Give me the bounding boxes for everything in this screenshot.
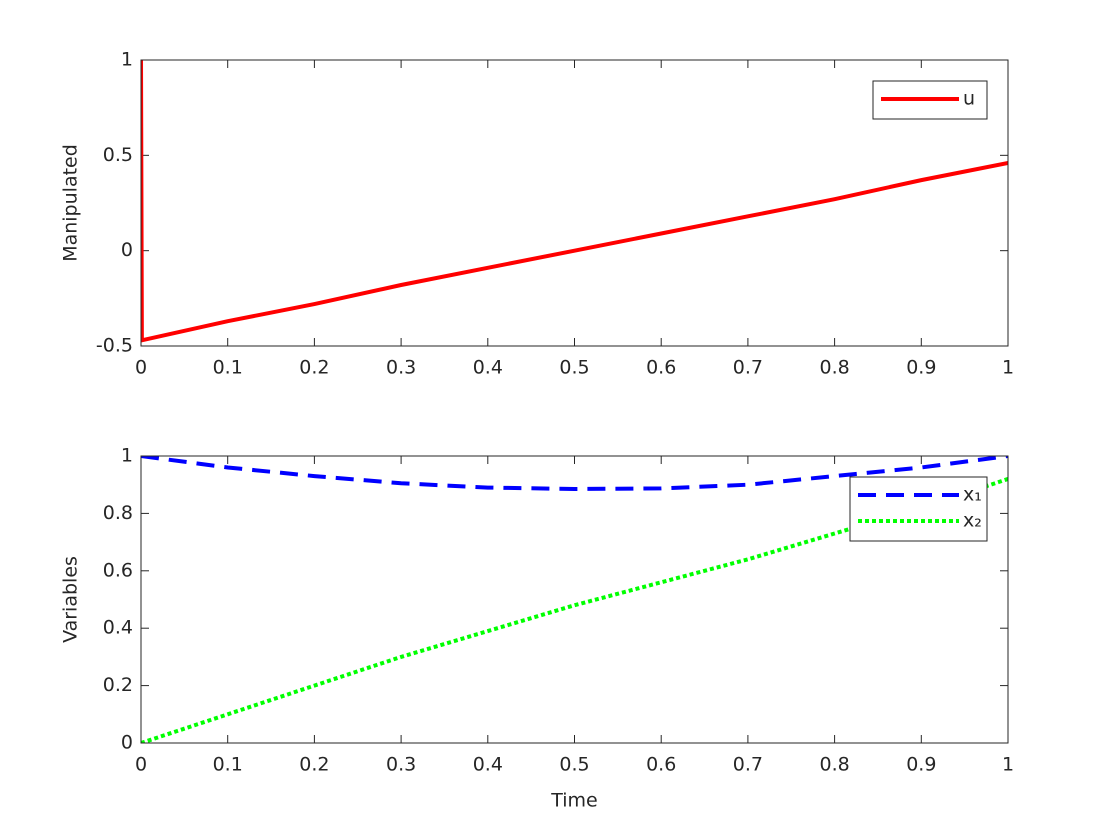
x-tick-label: 1 — [1002, 754, 1014, 776]
x-tick-label: 0.5 — [559, 754, 589, 776]
axes: 0 0.1 0.2 0.3 0.4 0.5 0.6 0.7 0.8 0.9 1-0.500.51Ma… — [60, 49, 1015, 379]
y-tick-label: 0.6 — [103, 559, 133, 581]
axes: 0 0.1 0.2 0.3 0.4 0.5 0.6 0.7 0.8 0.9 1 0 0.2 0.4 0.6 0… — [60, 445, 1015, 812]
legend: x₁ x₂ — [849, 476, 988, 542]
x-tick-label: 1 — [1002, 357, 1014, 379]
y-tick-label: 1 — [121, 445, 133, 467]
x-tick-label: 0.9 — [906, 357, 936, 379]
y-tick-label: 0.4 — [103, 617, 133, 639]
x-tick-label: 0.6 — [646, 754, 676, 776]
x-tick-label: 0.2 — [299, 754, 329, 776]
x-tick-label: 0.7 — [733, 357, 763, 379]
x-tick-label: 0.3 — [386, 754, 416, 776]
x-tick-label: 0.9 — [906, 754, 936, 776]
y-axis-label: Variables — [60, 556, 82, 643]
x-tick-label: 0.6 — [646, 357, 676, 379]
y-tick-label: 0.8 — [103, 502, 133, 524]
legend-box — [849, 476, 988, 542]
x-tick-label: 0 — [135, 357, 147, 379]
axes-box — [140, 455, 1009, 744]
x-tick-label: 0.2 — [299, 357, 329, 379]
y-tick-label: 0 — [121, 732, 133, 754]
x-tick-label: 0.8 — [819, 754, 849, 776]
x-tick-label: 0.3 — [386, 357, 416, 379]
x-tick-label: 0.1 — [213, 357, 243, 379]
y-tick-label: 0.2 — [103, 674, 133, 696]
x-tick-label: 0.4 — [473, 754, 503, 776]
x-tick-label: 0.5 — [559, 357, 589, 379]
line-series — [141, 60, 1008, 343]
legend-label: x₂ — [963, 510, 982, 532]
legend-label: u — [963, 88, 975, 110]
y-axis-label: Manipulated — [60, 144, 82, 262]
y-tick-label: 0 — [121, 239, 133, 261]
x-tick-label: 0.1 — [213, 754, 243, 776]
x-tick-label: 0.7 — [733, 754, 763, 776]
y-tick-label: 1 — [121, 49, 133, 71]
legend: u — [872, 80, 988, 120]
line-series — [141, 456, 1008, 492]
x-tick-label: 0.8 — [819, 357, 849, 379]
legend-label: x₁ — [963, 484, 982, 506]
axes-box — [140, 59, 1009, 347]
plot-area — [141, 60, 1008, 346]
x-tick-label: 0 — [135, 754, 147, 776]
x-tick-label: 0.4 — [473, 357, 503, 379]
x-axis-label: Time — [550, 790, 598, 812]
y-tick-label: 0.5 — [103, 144, 133, 166]
y-tick-label: -0.5 — [96, 335, 133, 357]
